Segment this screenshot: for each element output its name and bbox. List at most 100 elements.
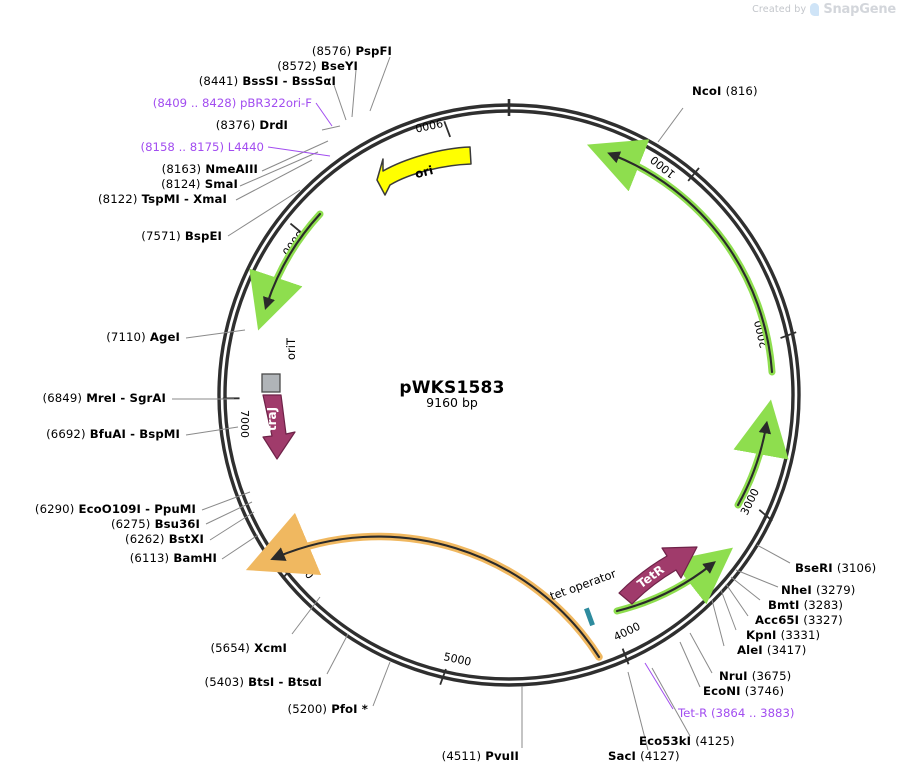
enzyme-name: AgeI	[149, 330, 180, 344]
enzyme-label-econi: EcoNI (3746)	[703, 684, 784, 698]
enzyme-pos: (6262)	[125, 532, 165, 546]
enzyme-label-agei: (7110) AgeI	[106, 330, 180, 344]
feature-label-tet-r: Tet-R (3864 .. 3883)	[678, 706, 794, 720]
enzyme-name: Eco53kI	[639, 734, 692, 748]
enzyme-label-btsi: (5403) BtsI - BtsαI	[205, 675, 322, 689]
enzyme-pos: (816)	[725, 84, 758, 98]
feature-label-pbr322ori-f: (8409 .. 8428) pBR322ori-F	[153, 96, 312, 110]
watermark-made-by: Created by	[752, 4, 807, 15]
enzyme-name: Acc65I	[755, 613, 800, 627]
enzyme-name: BspEI	[184, 229, 222, 243]
enzyme-label-tspmi: (8122) TspMI - XmaI	[98, 192, 227, 206]
enzyme-name: AleI	[737, 643, 763, 657]
green-arc-1	[607, 151, 774, 374]
green-arc-halo-3	[249, 210, 324, 331]
green-arc-2	[736, 420, 772, 507]
enzyme-name: NheI	[781, 583, 812, 597]
enzyme-label-pvuii: (4511) PvuII	[442, 749, 519, 763]
orange-primer-arc	[245, 512, 603, 661]
enzyme-label-bseyi: (8572) BseYI	[277, 59, 358, 73]
enzyme-name: NmeAIII	[205, 162, 258, 176]
enzyme-label-bmti: BmtI (3283)	[768, 598, 843, 612]
enzyme-name: BtsI - BtsαI	[248, 675, 322, 689]
enzyme-name: BstXI	[168, 532, 204, 546]
green-arc-3	[263, 212, 322, 310]
enzyme-name: SmaI	[204, 177, 238, 191]
enzyme-pos: (6113)	[129, 551, 170, 565]
enzyme-name: MreI - SgrAI	[86, 391, 166, 405]
feature-traJ: traJ	[262, 394, 296, 460]
enzyme-pos: (3331)	[780, 628, 821, 642]
enzyme-pos: (5403)	[204, 675, 244, 689]
enzyme-pos: (3746)	[744, 684, 785, 698]
feature-range: (8158 .. 8175)	[140, 140, 225, 154]
svg-text:7000: 7000	[238, 410, 251, 438]
enzyme-name: BfuAI - BspMI	[89, 427, 180, 441]
enzyme-label-saci: SacI (4127)	[608, 749, 680, 763]
enzyme-label-bsssi: (8441) BssSI - BssSαI	[199, 74, 336, 88]
enzyme-pos: (5200)	[287, 702, 328, 716]
plasmid-size: 9160 bp	[426, 395, 478, 410]
enzyme-name: BseRI	[795, 561, 833, 575]
enzyme-pos: (6290)	[34, 502, 75, 516]
enzyme-pos: (3327)	[803, 613, 843, 627]
enzyme-label-bfuai: (6692) BfuAI - BspMI	[46, 427, 180, 441]
watermark-brand: SnapGene	[823, 2, 896, 17]
enzyme-label-nmeaiii: (8163) NmeAIII	[162, 162, 258, 176]
enzyme-label-pspfi: (8576) PspFI	[312, 44, 392, 58]
svg-text:9000: 9000	[414, 116, 444, 135]
green-arc-4	[615, 561, 716, 613]
enzyme-label-nhei: NheI (3279)	[781, 583, 855, 597]
enzyme-pos: (8572)	[277, 59, 317, 73]
enzyme-pos: (6692)	[46, 427, 86, 441]
snapgene-watermark: Created by SnapGene	[752, 2, 896, 17]
enzyme-pos: (8441)	[198, 74, 239, 88]
enzyme-label-bsu36i: (6275) Bsu36I	[111, 517, 200, 531]
enzyme-label-ncoi: NcoI (816)	[692, 84, 758, 98]
green-primer-arcs	[249, 139, 789, 615]
enzyme-name: DrdI	[259, 118, 288, 132]
enzyme-label-bseri: BseRI (3106)	[795, 561, 876, 575]
enzyme-name: PfoI *	[331, 702, 368, 716]
orange-arc	[270, 535, 601, 659]
feature-name: Tet-R	[678, 706, 708, 720]
enzyme-name: KpnI	[746, 628, 777, 642]
enzyme-label-ecoo109i: (6290) EcoO109I - PpuMI	[35, 502, 196, 516]
enzyme-label-pfoi: (5200) PfoI *	[288, 702, 368, 716]
snapgene-logo-icon	[810, 3, 820, 16]
enzyme-name: BmtI	[768, 598, 800, 612]
feature-oriT	[261, 373, 281, 393]
enzyme-name: PvuII	[485, 749, 519, 763]
enzyme-pos: (4127)	[640, 749, 680, 763]
enzyme-label-smai: (8124) SmaI	[161, 177, 238, 191]
enzyme-name: TspMI - XmaI	[141, 192, 227, 206]
enzyme-label-mrei: (6849) MreI - SgrAI	[43, 391, 166, 405]
enzyme-pos: (8576)	[311, 44, 352, 58]
enzyme-pos: (3675)	[751, 669, 792, 683]
enzyme-pos: (8376)	[215, 118, 256, 132]
enzyme-pos: (6849)	[42, 391, 83, 405]
feature-range: (8409 .. 8428)	[152, 96, 237, 110]
enzyme-label-acc65i: Acc65I (3327)	[755, 613, 843, 627]
enzyme-label-bstxi: (6262) BstXI	[125, 532, 204, 546]
feature-name: L4440	[227, 140, 264, 154]
enzyme-label-kpni: KpnI (3331)	[746, 628, 820, 642]
enzyme-pos: (3283)	[803, 598, 844, 612]
enzyme-pos: (3106)	[836, 561, 877, 575]
enzyme-pos: (4125)	[695, 734, 735, 748]
svg-text:5000: 5000	[442, 650, 472, 669]
enzyme-pos: (7571)	[141, 229, 181, 243]
enzyme-pos: (8122)	[98, 192, 138, 206]
feature-range: (3864 .. 3883)	[710, 706, 795, 720]
feature-tet-operator	[584, 607, 595, 627]
enzyme-pos: (4511)	[441, 749, 482, 763]
svg-text:4000: 4000	[612, 620, 643, 644]
enzyme-pos: (5654)	[210, 641, 250, 655]
enzyme-name: NcoI	[692, 84, 722, 98]
enzyme-name: BssSI - BssSαI	[242, 74, 336, 88]
enzyme-label-drdi: (8376) DrdI	[216, 118, 288, 132]
enzyme-label-xcmi: (5654) XcmI	[210, 641, 287, 655]
enzyme-name: EcoO109I - PpuMI	[78, 502, 196, 516]
